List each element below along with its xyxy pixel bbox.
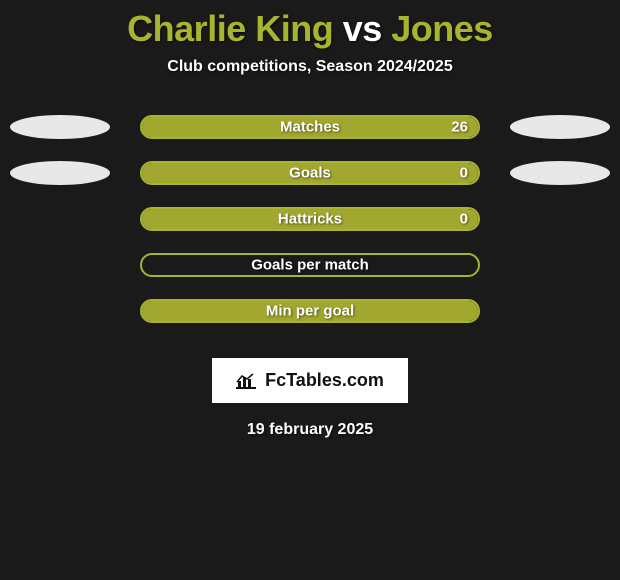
stat-label: Goals bbox=[289, 165, 331, 182]
comparison-widget: Charlie King vs Jones Club competitions,… bbox=[0, 0, 620, 580]
right-ellipse bbox=[510, 115, 610, 139]
stat-row: Min per goal bbox=[0, 288, 620, 334]
stat-right-value: 0 bbox=[460, 165, 468, 182]
brand-text: FcTables.com bbox=[265, 370, 384, 390]
vs-text: vs bbox=[343, 8, 382, 49]
stat-bar: Matches 26 bbox=[140, 115, 480, 139]
stat-label: Min per goal bbox=[266, 303, 354, 320]
stat-bar: Hattricks 0 bbox=[140, 207, 480, 231]
stat-row: Goals 0 bbox=[0, 150, 620, 196]
stat-label: Goals per match bbox=[251, 257, 369, 274]
stat-label: Hattricks bbox=[278, 211, 342, 228]
left-ellipse bbox=[10, 161, 110, 185]
page-title: Charlie King vs Jones bbox=[0, 0, 620, 50]
stat-row: Hattricks 0 bbox=[0, 196, 620, 242]
left-ellipse bbox=[10, 115, 110, 139]
player2-name: Jones bbox=[391, 8, 493, 49]
stat-right-value: 0 bbox=[460, 211, 468, 228]
player1-name: Charlie King bbox=[127, 8, 333, 49]
stat-row: Goals per match bbox=[0, 242, 620, 288]
stat-row: Matches 26 bbox=[0, 104, 620, 150]
chart-icon bbox=[236, 370, 265, 390]
stat-bar: Min per goal bbox=[140, 299, 480, 323]
subtitle: Club competitions, Season 2024/2025 bbox=[0, 58, 620, 76]
stat-bar: Goals per match bbox=[140, 253, 480, 277]
stat-label: Matches bbox=[280, 119, 340, 136]
stat-right-value: 26 bbox=[451, 119, 468, 136]
stats-list: Matches 26 Goals 0 Hattricks 0 Goals per match… bbox=[0, 104, 620, 334]
stat-bar: Goals 0 bbox=[140, 161, 480, 185]
right-ellipse bbox=[510, 161, 610, 185]
date-text: 19 february 2025 bbox=[0, 421, 620, 439]
brand-badge[interactable]: FcTables.com bbox=[212, 358, 408, 403]
